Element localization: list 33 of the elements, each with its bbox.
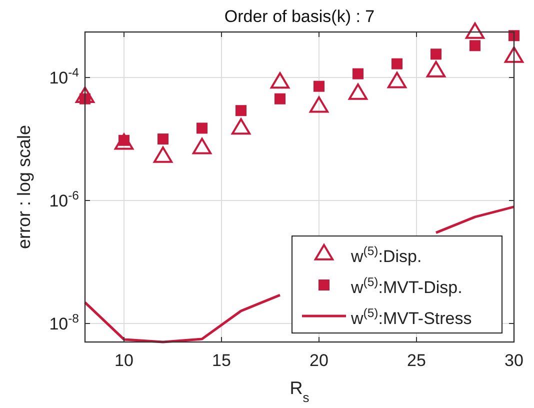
point	[392, 58, 402, 70]
point	[352, 68, 364, 80]
point	[470, 40, 480, 52]
x-axis-title: R$_{s}$	[290, 378, 310, 404]
point	[274, 93, 286, 104]
y-axis-title: error : log scale	[14, 124, 34, 250]
legend-label: w$^{(5)}$:MVT-Disp.	[350, 275, 462, 297]
y-tick-label: 10$^{-4}$	[49, 66, 80, 88]
point	[270, 72, 290, 89]
point	[153, 146, 173, 163]
point	[75, 86, 95, 103]
y-tick-label: 10$^{-6}$	[49, 188, 80, 211]
point	[430, 48, 442, 60]
point	[314, 80, 324, 92]
chart-title: Order of basis(k) : 7	[224, 7, 375, 26]
legend-label: w$^{(5)}$:MVT-Stress	[350, 306, 472, 328]
point	[348, 83, 368, 100]
point	[231, 118, 251, 135]
point	[508, 30, 520, 42]
point	[192, 138, 212, 154]
point	[236, 105, 246, 116]
legend-label: w$^{(5)}$:Disp.	[350, 244, 422, 266]
point	[387, 72, 407, 88]
x-tick-label: 10	[114, 351, 134, 370]
point	[309, 96, 329, 113]
x-tick-label: 20	[310, 351, 328, 370]
x-tick-label: 25	[407, 351, 426, 370]
point	[426, 60, 446, 78]
x-tick-label: 15	[212, 351, 231, 370]
point	[114, 133, 134, 150]
point	[196, 122, 208, 134]
y-tick-label: 10$^{-8}$	[49, 311, 80, 334]
x-tick-label: 30	[504, 351, 524, 370]
